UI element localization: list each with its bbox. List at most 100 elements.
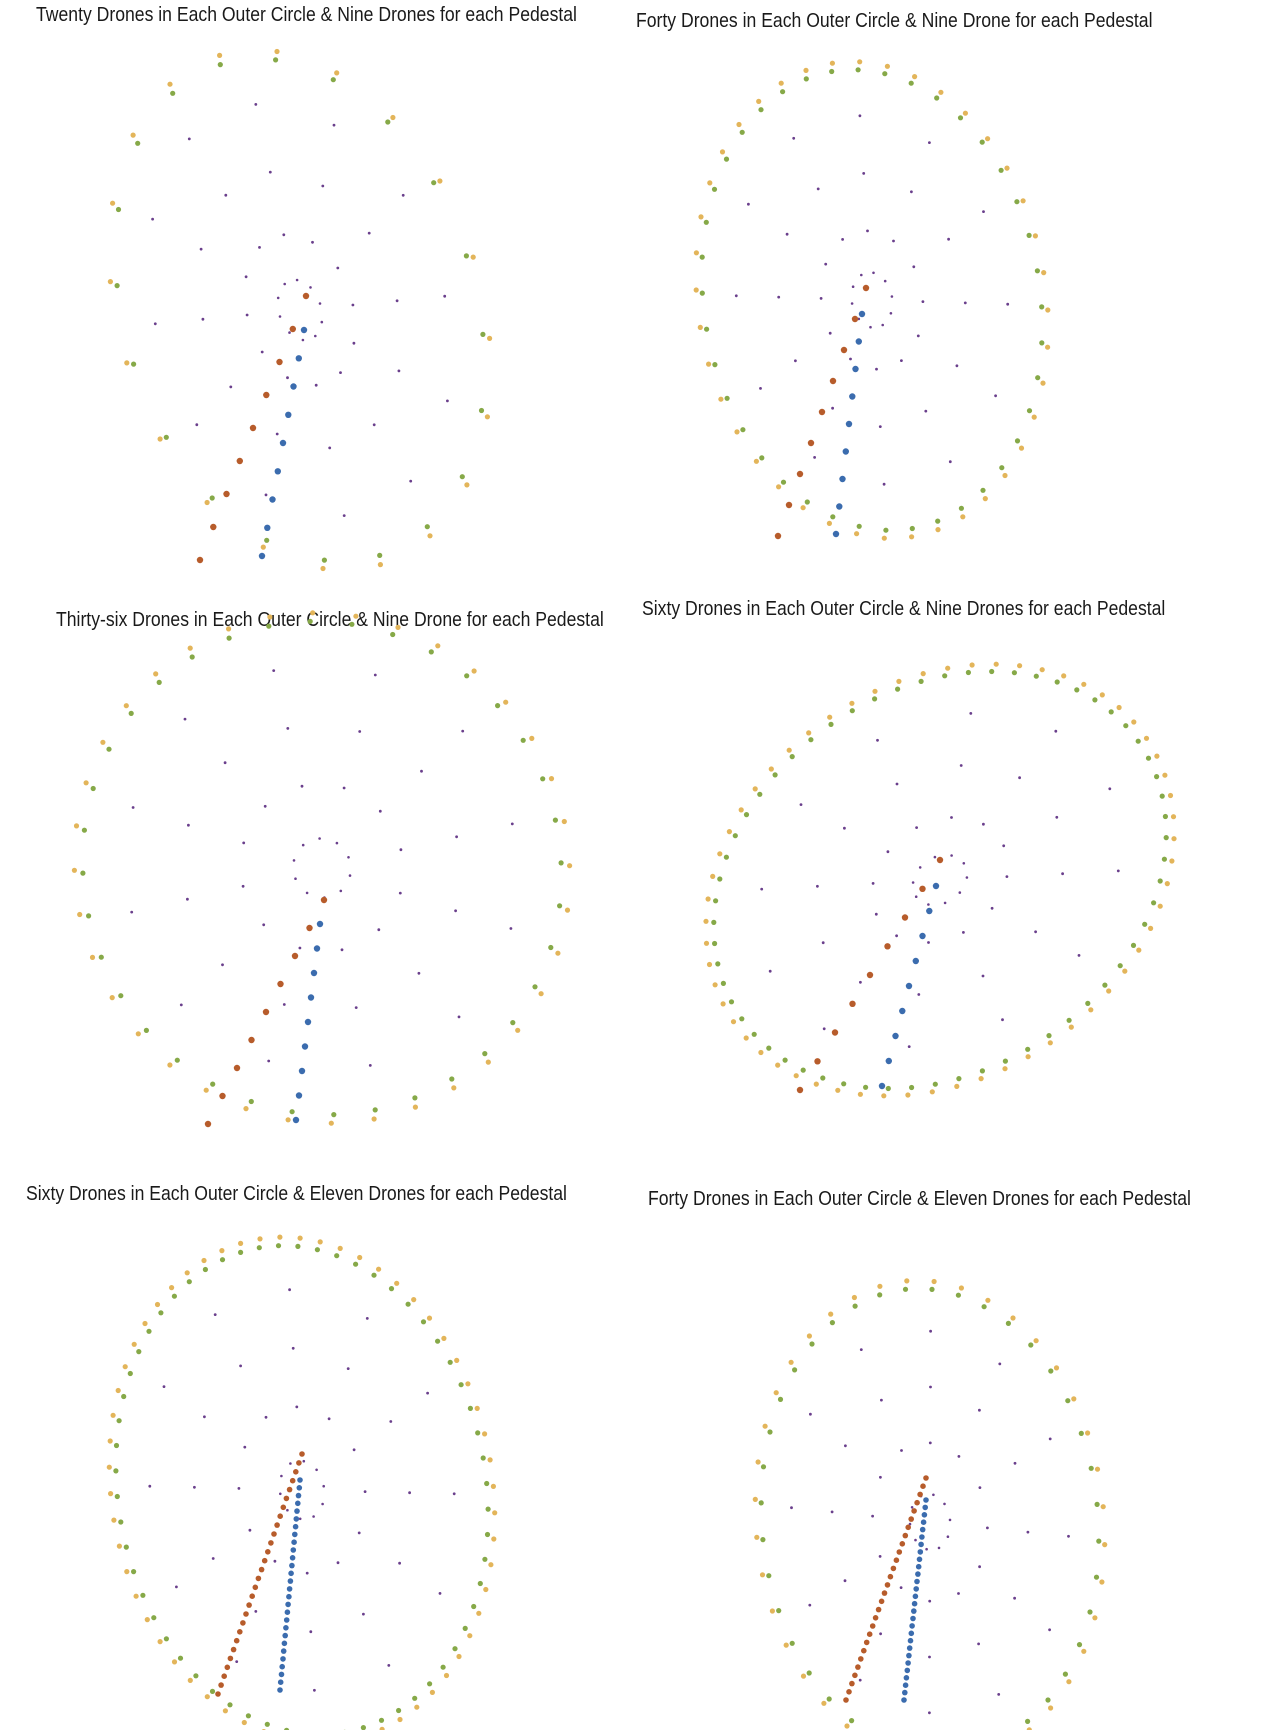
pedestal-drone [858, 310, 866, 318]
outer-drone [110, 200, 116, 206]
outer-drone [567, 863, 573, 869]
outer-drone [755, 1459, 761, 1465]
inner-drone [278, 315, 282, 318]
pedestal-drone [902, 1689, 908, 1696]
inner-drone [928, 1441, 932, 1445]
pedestal-drone [237, 1629, 243, 1635]
inner-drone [183, 717, 187, 721]
inner-drone [243, 1445, 247, 1449]
outer-drone [841, 1081, 847, 1087]
outer-drone [106, 1464, 112, 1470]
outer-drone [114, 283, 120, 289]
inner-drone [760, 887, 764, 891]
inner-drone [878, 425, 882, 428]
outer-drone [564, 907, 571, 913]
inner-drone [943, 1502, 946, 1506]
outer-drone [806, 730, 812, 736]
outer-drone [821, 1700, 827, 1706]
pedestal-drone [887, 1573, 894, 1580]
pedestal-drone [290, 383, 297, 390]
outer-drone [491, 1536, 497, 1542]
inner-drone [224, 193, 228, 197]
outer-drone [909, 1084, 915, 1091]
pedestal-drone [283, 1617, 290, 1623]
outer-drone [260, 544, 266, 550]
pedestal-drone [884, 943, 891, 950]
inner-drone [443, 294, 447, 298]
pedestal-drone [849, 393, 856, 400]
inner-drone [859, 980, 862, 984]
pedestal-drone [905, 982, 913, 990]
inner-drone [438, 1592, 442, 1595]
pedestal-drone [923, 1475, 929, 1481]
inner-drone [340, 948, 344, 952]
outer-drone [328, 1120, 334, 1126]
outer-drone [760, 1537, 766, 1543]
inner-drone [928, 1655, 931, 1659]
outer-drone [123, 1544, 129, 1550]
outer-drone [993, 661, 999, 667]
inner-drone [994, 394, 997, 398]
inner-drone [843, 1579, 847, 1583]
outer-drone [803, 76, 809, 82]
outer-drone [929, 1286, 935, 1292]
outer-drone [163, 1636, 169, 1642]
outer-drone [427, 1681, 433, 1687]
inner-drone [275, 432, 279, 436]
outer-drone [154, 1301, 161, 1308]
inner-drone [957, 1455, 961, 1458]
outer-drone [171, 1293, 177, 1299]
inner-drone [318, 837, 321, 840]
pedestal-drone [921, 1512, 928, 1518]
inner-drone [301, 338, 305, 342]
inner-drone [352, 1448, 356, 1452]
outer-drone [1135, 738, 1141, 744]
outer-drone [1087, 1609, 1093, 1615]
pedestal-drone [320, 896, 328, 904]
pedestal-drone [277, 1513, 284, 1519]
outer-drone [153, 671, 159, 677]
pedestal-drone [845, 420, 853, 428]
outer-drone [476, 1610, 482, 1616]
pedestal-drone [233, 1064, 241, 1072]
inner-drone [886, 850, 890, 854]
inner-drone [819, 297, 823, 300]
pedestal-drone [248, 1036, 255, 1044]
outer-drone [440, 1664, 446, 1670]
outer-drone [704, 326, 710, 332]
pedestal-drone [283, 1495, 290, 1502]
outer-drone [717, 876, 723, 882]
inner-drone [808, 1603, 812, 1607]
outer-drone [800, 1067, 806, 1073]
outer-drone [826, 520, 833, 527]
outer-drone [1047, 1040, 1053, 1046]
outer-drone [81, 827, 87, 833]
outer-drone [776, 1608, 782, 1614]
outer-drone [130, 132, 136, 138]
outer-drone [998, 167, 1004, 173]
outer-drone [712, 362, 718, 368]
outer-drone [766, 1045, 772, 1051]
pedestal-drone [785, 501, 793, 509]
outer-drone [503, 699, 509, 705]
inner-drone [339, 889, 343, 893]
outer-drone [958, 1285, 965, 1291]
outer-drone [83, 780, 89, 786]
inner-drone [950, 854, 953, 857]
pedestal-drone [872, 1615, 879, 1621]
inner-drone [910, 1506, 914, 1509]
inner-drone [294, 877, 297, 880]
outer-drone [739, 1016, 745, 1022]
inner-drone [354, 1006, 358, 1009]
outer-drone [981, 1304, 987, 1310]
outer-drone [931, 1278, 937, 1285]
outer-drone [317, 1239, 323, 1245]
outer-drone [420, 1319, 427, 1325]
outer-drone [935, 518, 941, 524]
outer-drone [390, 631, 396, 638]
pedestal-drone [839, 475, 846, 483]
inner-drone [286, 1508, 289, 1512]
inner-drone [298, 946, 302, 950]
outer-drone [723, 156, 730, 162]
